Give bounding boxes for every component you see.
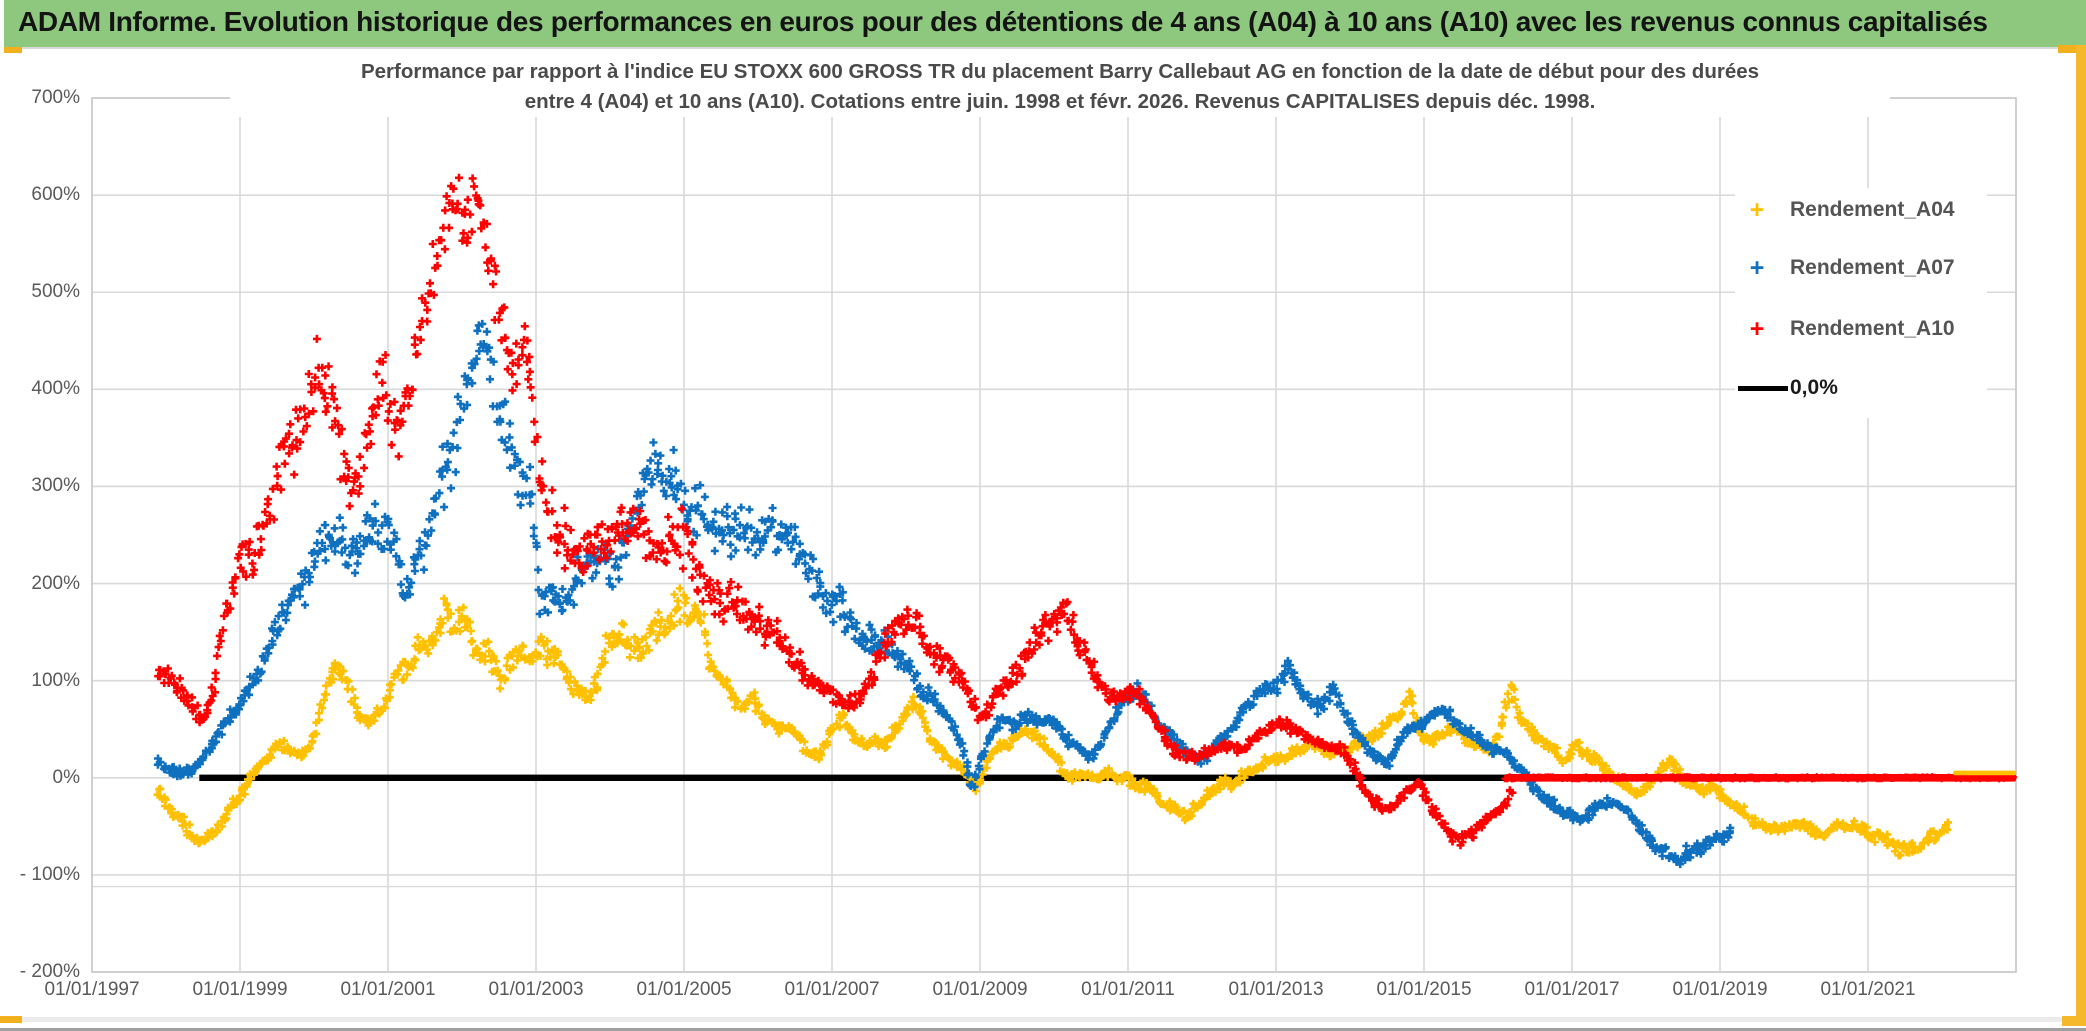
- x-axis-tick: 01/01/1999: [192, 979, 288, 1000]
- chart-title-line1: Performance par rapport à l'indice EU ST…: [360, 60, 1760, 83]
- x-axis-tick: 01/01/2013: [1228, 979, 1324, 1000]
- x-axis-tick: 01/01/2019: [1672, 979, 1768, 1000]
- x-axis-tick: 01/01/2003: [488, 979, 584, 1000]
- y-axis-tick: 600%: [31, 184, 80, 206]
- x-axis-tick: 01/01/2015: [1376, 979, 1472, 1000]
- y-axis-tick: 500%: [31, 281, 80, 303]
- x-axis-tick: 01/01/2001: [340, 979, 436, 1000]
- gold-frame-corner: [2062, 1016, 2086, 1026]
- legend-item-rendement-a07[interactable]: + Rendement_A07: [1735, 246, 1987, 290]
- gold-accent-left: [4, 47, 22, 53]
- y-axis-tick: 300%: [31, 475, 80, 497]
- gold-accent-bottom-left: [0, 1016, 22, 1023]
- x-axis-tick: 01/01/2011: [1081, 979, 1175, 1000]
- plus-marker-icon: +: [1749, 196, 1765, 224]
- y-axis-tick: - 200%: [19, 961, 80, 983]
- x-axis-tick: 01/01/2007: [784, 979, 880, 1000]
- chart-title-line2: entre 4 (A04) et 10 ans (A10). Cotations…: [524, 90, 1596, 113]
- y-axis-tick: 0%: [52, 766, 80, 788]
- y-axis-tick: 400%: [31, 378, 80, 400]
- legend-label: Rendement_A04: [1790, 198, 1955, 221]
- y-axis-tick: 700%: [31, 87, 80, 109]
- legend-label: 0,0%: [1790, 376, 1838, 399]
- zero-line-icon: [1738, 386, 1788, 391]
- page-title: ADAM Informe. Evolution historique des p…: [18, 6, 1988, 37]
- legend-label: Rendement_A07: [1790, 256, 1955, 279]
- x-axis-tick: 01/01/1997: [44, 979, 140, 1000]
- legend-item-rendement-a10[interactable]: + Rendement_A10: [1735, 307, 1987, 351]
- x-axis-tick: 01/01/2017: [1524, 979, 1620, 1000]
- gold-frame-right: [2076, 45, 2086, 1026]
- legend-item-zero-line[interactable]: 0,0%: [1735, 366, 1987, 410]
- window-bottom-edge: [0, 1028, 2086, 1031]
- y-axis-tick: 200%: [31, 572, 80, 594]
- legend-label: Rendement_A10: [1790, 317, 1955, 340]
- header-bar: [4, 0, 2086, 47]
- bottom-strip: [22, 1017, 2062, 1022]
- plus-marker-icon: +: [1749, 254, 1765, 282]
- x-axis-tick: 01/01/2009: [932, 979, 1028, 1000]
- plus-marker-icon: +: [1749, 315, 1765, 343]
- header-underline: [4, 47, 2086, 49]
- y-axis-tick: 100%: [31, 669, 80, 691]
- legend-item-rendement-a04[interactable]: + Rendement_A04: [1735, 188, 1987, 232]
- chart-title: Performance par rapport à l'indice EU ST…: [230, 57, 1890, 117]
- x-axis-tick: 01/01/2005: [636, 979, 732, 1000]
- x-axis-tick: 01/01/2021: [1820, 979, 1916, 1000]
- gold-accent-top-right: [2058, 45, 2086, 53]
- y-axis-tick: - 100%: [19, 863, 80, 885]
- chart-legend: + Rendement_A04 + Rendement_A07 + Rendem…: [1735, 188, 1987, 418]
